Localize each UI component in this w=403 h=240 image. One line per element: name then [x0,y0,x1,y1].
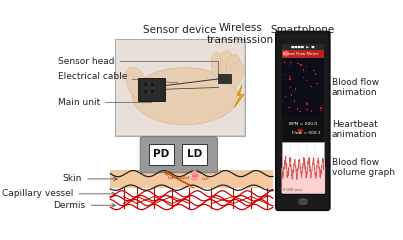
Bar [299,111,301,112]
Bar [110,188,273,225]
Bar [289,65,290,66]
FancyBboxPatch shape [140,137,218,173]
Text: Blood Flow Meter: Blood Flow Meter [283,52,319,56]
Bar [294,91,295,92]
Text: Smartphone: Smartphone [271,25,335,35]
Bar [282,43,324,195]
Bar [306,80,307,81]
Polygon shape [192,170,197,181]
FancyBboxPatch shape [218,74,231,83]
Text: PD: PD [153,149,169,159]
Bar [297,108,298,109]
FancyBboxPatch shape [276,32,330,210]
Bar [320,110,321,111]
Bar [306,102,307,104]
FancyBboxPatch shape [149,144,174,165]
Text: Skin: Skin [63,174,117,183]
Text: Blood flow
volume graph: Blood flow volume graph [324,158,395,177]
Ellipse shape [211,53,226,78]
Bar [150,89,155,94]
Bar [116,40,244,135]
Polygon shape [234,85,244,108]
Bar [110,170,273,188]
Text: Capillary vessel: Capillary vessel [2,189,115,198]
Bar [300,64,302,66]
Text: Dermis: Dermis [54,201,115,210]
Text: 0 000 secs: 0 000 secs [283,188,303,192]
Text: Electrical cable: Electrical cable [58,72,178,83]
Bar [291,95,293,96]
Bar [115,39,245,136]
Bar [143,89,148,94]
Bar [282,43,324,50]
Text: ω₀: ω₀ [202,176,209,181]
Bar [291,62,292,63]
Bar [297,63,299,64]
Polygon shape [188,170,202,181]
Bar [150,82,155,87]
Text: Sensor head: Sensor head [58,57,218,75]
Bar [294,100,295,102]
Text: Blood flow
animation: Blood flow animation [324,78,379,97]
Ellipse shape [226,54,241,80]
Text: Main unit: Main unit [58,98,151,107]
Text: BPM = 000.0: BPM = 000.0 [289,122,317,126]
Ellipse shape [298,199,307,205]
Bar [316,83,318,84]
Bar [289,78,291,80]
Text: Sensor device: Sensor device [143,25,216,35]
Ellipse shape [132,68,238,125]
Bar [284,61,285,63]
Bar [306,103,307,105]
Bar [313,70,314,71]
Bar [306,66,307,67]
FancyBboxPatch shape [300,199,305,203]
Bar [282,58,324,117]
Bar [282,117,324,142]
Bar [295,88,296,90]
Bar [320,108,322,109]
Bar [282,142,324,193]
Bar [303,69,305,71]
Text: ■■■■  ▶  ■: ■■■■ ▶ ■ [291,45,315,49]
Bar [285,74,286,75]
Text: Flow = 000.1: Flow = 000.1 [292,131,321,135]
Text: ω₀: ω₀ [192,173,199,178]
Ellipse shape [228,62,244,87]
Text: Wireless
transmission: Wireless transmission [207,23,274,45]
Bar [288,107,290,108]
Bar [285,96,287,97]
Bar [282,50,324,58]
Bar [315,73,316,75]
Ellipse shape [220,51,234,77]
FancyBboxPatch shape [183,144,207,165]
Text: ω₀+Δω: ω₀+Δω [168,175,190,180]
Bar [310,86,312,87]
Bar [290,76,291,77]
Text: Heartbeat
animation: Heartbeat animation [324,120,378,139]
Bar [143,82,148,87]
Bar [311,110,312,112]
Ellipse shape [126,67,147,99]
Text: LD: LD [187,149,202,159]
Bar [289,76,290,77]
Text: ♥: ♥ [296,129,302,135]
Bar [303,77,304,78]
Bar [306,109,308,110]
Ellipse shape [283,51,289,56]
Bar [290,87,291,88]
FancyBboxPatch shape [139,78,165,101]
